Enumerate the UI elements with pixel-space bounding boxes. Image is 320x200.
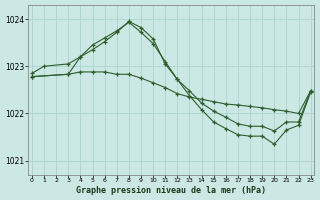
X-axis label: Graphe pression niveau de la mer (hPa): Graphe pression niveau de la mer (hPa) [76,186,266,195]
